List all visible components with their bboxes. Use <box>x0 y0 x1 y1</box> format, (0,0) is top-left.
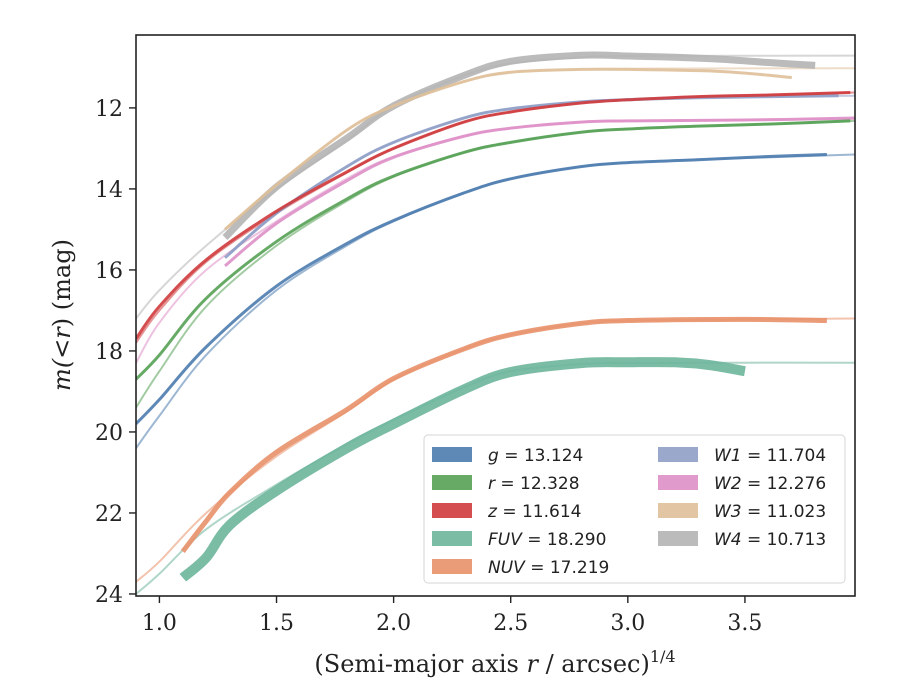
legend-item-w3: W3 = 11.023 <box>658 502 826 522</box>
legend-item-nuv: NUV = 17.219 <box>432 558 609 578</box>
model-curve-g <box>136 153 855 450</box>
legend-item-g: g = 13.124 <box>432 446 583 466</box>
legend-label-z: z = 11.614 <box>487 502 581 522</box>
y-tick-label: 22 <box>95 502 123 527</box>
legend-item-fuv: FUV = 18.290 <box>432 530 606 550</box>
data-band-z <box>136 91 851 340</box>
legend-label-w4: W4 = 10.713 <box>714 530 826 550</box>
x-axis-ticks: 1.0 1.5 2.0 2.5 3.0 3.5 <box>142 596 762 636</box>
legend-swatch-fuv <box>432 531 472 546</box>
y-tick-label: 24 <box>95 583 123 608</box>
legend-swatch-nuv <box>432 559 472 574</box>
legend-swatch-w2 <box>658 475 698 490</box>
x-tick-label: 3.0 <box>610 611 645 636</box>
y-tick-label: 16 <box>95 259 123 284</box>
legend-label-g: g = 13.124 <box>488 446 583 466</box>
data-band-r <box>136 119 851 381</box>
legend-swatch-w1 <box>658 447 698 462</box>
legend-swatch-z <box>432 503 472 518</box>
legend-label-fuv: FUV = 18.290 <box>488 530 606 550</box>
data-band-g <box>136 152 827 425</box>
legend-swatch-r <box>432 475 472 490</box>
legend-swatch-w4 <box>658 531 698 546</box>
legend-box <box>423 434 846 584</box>
legend-swatch-w3 <box>658 503 698 518</box>
legend: g = 13.124 r = 12.328 z = 11.614 FUV = 18.2… <box>423 434 846 584</box>
y-tick-label: 12 <box>95 97 123 122</box>
y-tick-label: 14 <box>95 178 123 203</box>
data-band-fuv <box>179 357 746 582</box>
y-tick-label: 18 <box>95 340 123 365</box>
x-tick-label: 1.0 <box>142 611 177 636</box>
data-band-w3 <box>224 67 792 231</box>
legend-label-w2: W2 = 12.276 <box>714 474 826 494</box>
legend-label-r: r = 12.328 <box>488 474 580 494</box>
x-tick-label: 2.5 <box>493 611 528 636</box>
plot-area <box>136 51 855 595</box>
legend-label-nuv: NUV = 17.219 <box>488 558 609 578</box>
legend-item-r: r = 12.328 <box>432 474 580 494</box>
legend-label-w1: W1 = 11.704 <box>714 446 826 466</box>
x-axis-label: (Semi-major axis r / arcsec)1/4 <box>314 647 675 678</box>
legend-item-w2: W2 = 12.276 <box>658 474 826 494</box>
y-axis-ticks: 12 14 16 18 20 22 24 <box>95 97 136 608</box>
plot-frame <box>135 34 856 597</box>
y-axis-label: m(<r) (mag) <box>48 239 76 391</box>
legend-item-z: z = 11.614 <box>432 502 581 522</box>
x-tick-label: 1.5 <box>259 611 294 636</box>
x-tick-label: 2.0 <box>376 611 411 636</box>
x-tick-label: 3.5 <box>727 611 762 636</box>
y-tick-label: 20 <box>95 421 123 446</box>
legend-label-w3: W3 = 11.023 <box>714 502 826 522</box>
legend-item-w1: W1 = 11.704 <box>658 446 826 466</box>
data-band-w4 <box>222 51 816 241</box>
data-band-nuv <box>180 316 827 553</box>
legend-item-w4: W4 = 10.713 <box>658 530 826 550</box>
data-band-w2 <box>224 116 855 268</box>
legend-swatch-g <box>432 447 472 462</box>
